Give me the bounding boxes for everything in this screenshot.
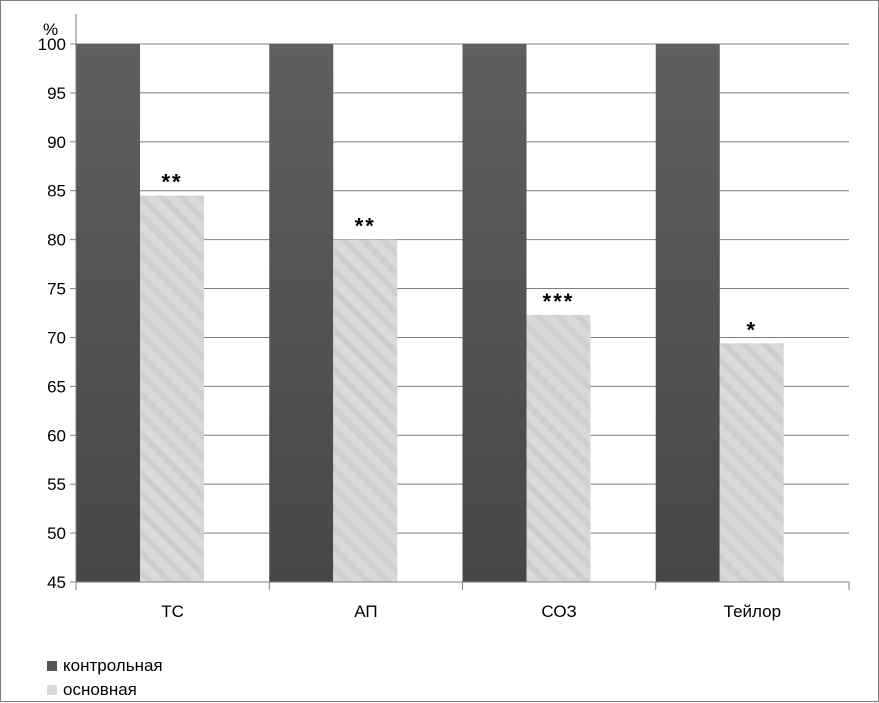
y-tick-label: 55 [47, 475, 66, 494]
x-category-label: СОЗ [541, 602, 576, 621]
significance-label: ** [355, 214, 376, 239]
bar-main [333, 239, 398, 583]
bar-main [526, 314, 591, 582]
y-tick-label: 100 [38, 35, 66, 54]
x-category-label: АП [354, 602, 377, 621]
y-tick-label: 65 [47, 377, 66, 396]
significance-label: ** [161, 170, 182, 195]
bar-main [719, 343, 784, 582]
legend-swatch [47, 685, 57, 695]
x-category-label: Тейлор [724, 602, 781, 621]
x-category-label: ТС [161, 602, 184, 621]
legend-swatch [47, 661, 57, 671]
bar-control [655, 44, 720, 582]
y-tick-label: 90 [47, 133, 66, 152]
y-tick-label: 45 [47, 573, 66, 592]
legend-label: основная [63, 680, 137, 699]
labels: 45 50 55 60 65 70 75 80 85 90 95 100% ** ТС ** АП *** СОЗ… [38, 20, 781, 621]
y-tick-label: 80 [47, 231, 66, 250]
y-tick-label: 85 [47, 182, 66, 201]
y-tick-label: 60 [47, 426, 66, 445]
bar-control [269, 44, 334, 582]
bar-control [76, 44, 140, 582]
legend-label: контрольная [63, 656, 163, 675]
bars [76, 44, 784, 583]
y-tick-label: 95 [47, 84, 66, 103]
axes [70, 14, 850, 590]
significance-label: * [746, 317, 757, 342]
bar-main [140, 195, 204, 583]
y-tick-label: 70 [47, 328, 66, 347]
y-tick-label: 50 [47, 524, 66, 543]
y-tick-label: 75 [47, 280, 66, 299]
legend: контрольная основная [47, 656, 163, 699]
significance-label: *** [543, 289, 575, 314]
bar-control [462, 44, 527, 582]
y-unit-label: % [43, 20, 58, 39]
